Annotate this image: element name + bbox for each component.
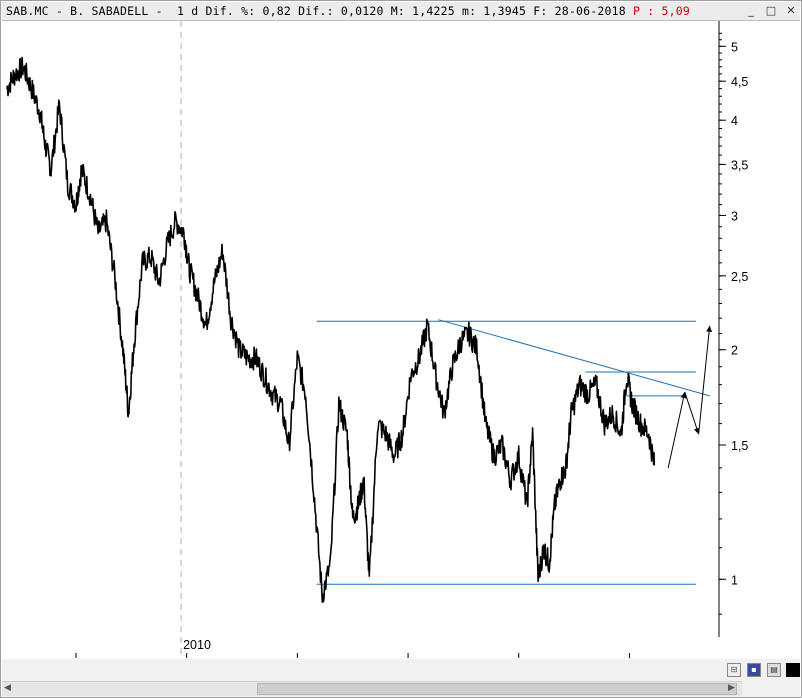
p-label: P : [633, 4, 655, 18]
date-label: F: [533, 4, 548, 18]
max-label: M: [390, 4, 405, 18]
dif-pct-value: 0,82 [262, 4, 291, 18]
date-value: 28-06-2018 [554, 4, 626, 18]
y-tick-label: 3,5 [731, 158, 748, 172]
title-bar: SAB.MC - B. SABADELL - 1 d Dif. %: 0,82 … [2, 2, 800, 21]
vertical-marker-label: 2010 [183, 638, 211, 652]
horizontal-scrollbar[interactable]: ◀ ▶ [2, 681, 742, 696]
color-swatch[interactable] [786, 663, 800, 677]
y-tick-label: 5 [731, 40, 738, 54]
scroll-thumb[interactable] [257, 683, 737, 695]
y-tick-label: 2,5 [731, 270, 748, 284]
zoom-icon[interactable]: ⊟ [727, 663, 741, 677]
dif-value: 0,0120 [340, 4, 384, 18]
dif-label: Dif.: [298, 4, 334, 18]
projection-arrow [667, 391, 687, 468]
company-name: B. SABADELL [70, 4, 149, 18]
y-axis: 5 4,5 4 3,5 3 2,5 2 1,5 1 [718, 21, 748, 637]
save-icon[interactable]: ▪ [747, 663, 761, 677]
y-tick-label: 3 [731, 209, 738, 223]
projection-arrow [684, 391, 700, 435]
price-line [6, 56, 656, 603]
price-chart: 2010 5 4,5 4 3,5 3 2,5 2 1,5 1 20082010201220142… [6, 21, 748, 658]
min-label: m: [462, 4, 477, 18]
symbol: SAB.MC [6, 4, 49, 18]
bottom-toolbar: ⊟ ▪ ▤ ◀ ▶ [2, 659, 800, 697]
y-tick-label: 4 [731, 114, 738, 128]
min-value: 1,3945 [483, 4, 527, 18]
scroll-left-icon[interactable]: ◀ [4, 683, 11, 693]
annotation-lines [316, 319, 710, 585]
minimize-button[interactable]: _ [748, 4, 754, 17]
price-series [6, 56, 656, 603]
trendline [438, 319, 710, 397]
scroll-right-icon[interactable]: ▶ [728, 683, 735, 693]
y-tick-label: 2 [731, 344, 738, 358]
projection-arrows [667, 325, 713, 468]
y-tick-label: 1,5 [731, 439, 748, 453]
period: 1 d [177, 4, 199, 18]
close-button[interactable]: ✕ [786, 4, 796, 17]
restore-button[interactable]: □ [765, 4, 777, 17]
dif-pct-label: Dif. %: [205, 4, 256, 18]
grid: 2010 [180, 21, 211, 657]
y-tick-label: 1 [731, 573, 738, 587]
x-axis: 200820102012201420162018 [75, 653, 630, 658]
quote-header: SAB.MC - B. SABADELL - 1 d Dif. %: 0,82 … [6, 4, 690, 18]
y-tick-label: 4,5 [731, 75, 748, 89]
p-value: 5,09 [661, 4, 690, 18]
projection-arrow [698, 325, 713, 435]
print-icon[interactable]: ▤ [767, 663, 781, 677]
chart-area: 2010 5 4,5 4 3,5 3 2,5 2 1,5 1 20082010201220142… [2, 21, 800, 658]
max-value: 1,4225 [412, 4, 455, 18]
